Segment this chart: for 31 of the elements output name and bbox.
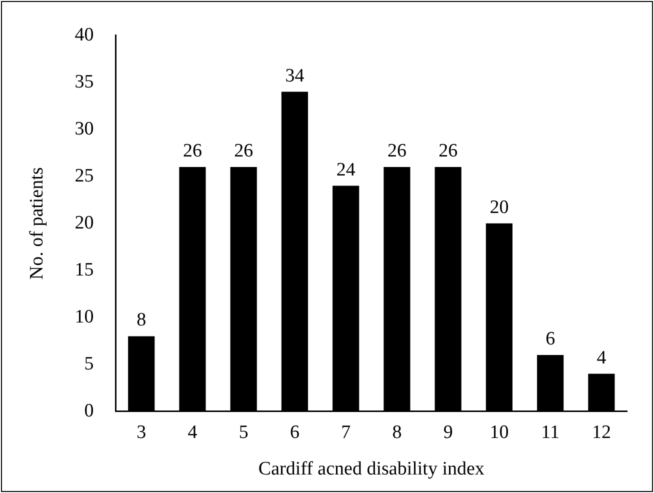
data-label: 4 — [596, 347, 607, 368]
y-tick-label: 5 — [84, 353, 94, 374]
data-label: 20 — [490, 196, 509, 218]
data-label: 26 — [234, 140, 254, 162]
y-tick-label: 35 — [74, 71, 94, 92]
y-tick-label: 20 — [74, 212, 94, 234]
y-tick-label: 25 — [74, 165, 94, 186]
x-tick-label: 5 — [238, 422, 248, 443]
x-tick-label: 10 — [490, 422, 509, 443]
x-tick-label: 8 — [392, 422, 402, 443]
data-label: 6 — [546, 328, 556, 350]
x-tick-label: 3 — [136, 422, 146, 443]
y-axis-title: No. of patients — [26, 167, 48, 280]
data-label: 26 — [182, 140, 202, 162]
data-label: 24 — [336, 159, 356, 180]
data-label: 8 — [136, 310, 146, 331]
x-tick-label: 11 — [541, 422, 560, 443]
y-tick-label: 0 — [84, 400, 94, 422]
x-tick-label: 6 — [290, 422, 300, 443]
y-tick-label: 10 — [74, 306, 94, 328]
data-label: 26 — [387, 140, 406, 162]
y-tick-label: 30 — [74, 118, 94, 140]
y-tick-label: 40 — [74, 24, 94, 46]
x-tick-label: 4 — [188, 422, 198, 443]
data-label: 26 — [438, 140, 458, 162]
x-tick-label: 12 — [592, 422, 611, 443]
x-tick-label: 9 — [443, 422, 453, 443]
data-label: 34 — [285, 65, 305, 86]
y-tick-label: 15 — [74, 259, 94, 280]
x-tick-label: 7 — [341, 422, 351, 443]
x-axis-title: Cardiff acned disability index — [258, 458, 485, 480]
